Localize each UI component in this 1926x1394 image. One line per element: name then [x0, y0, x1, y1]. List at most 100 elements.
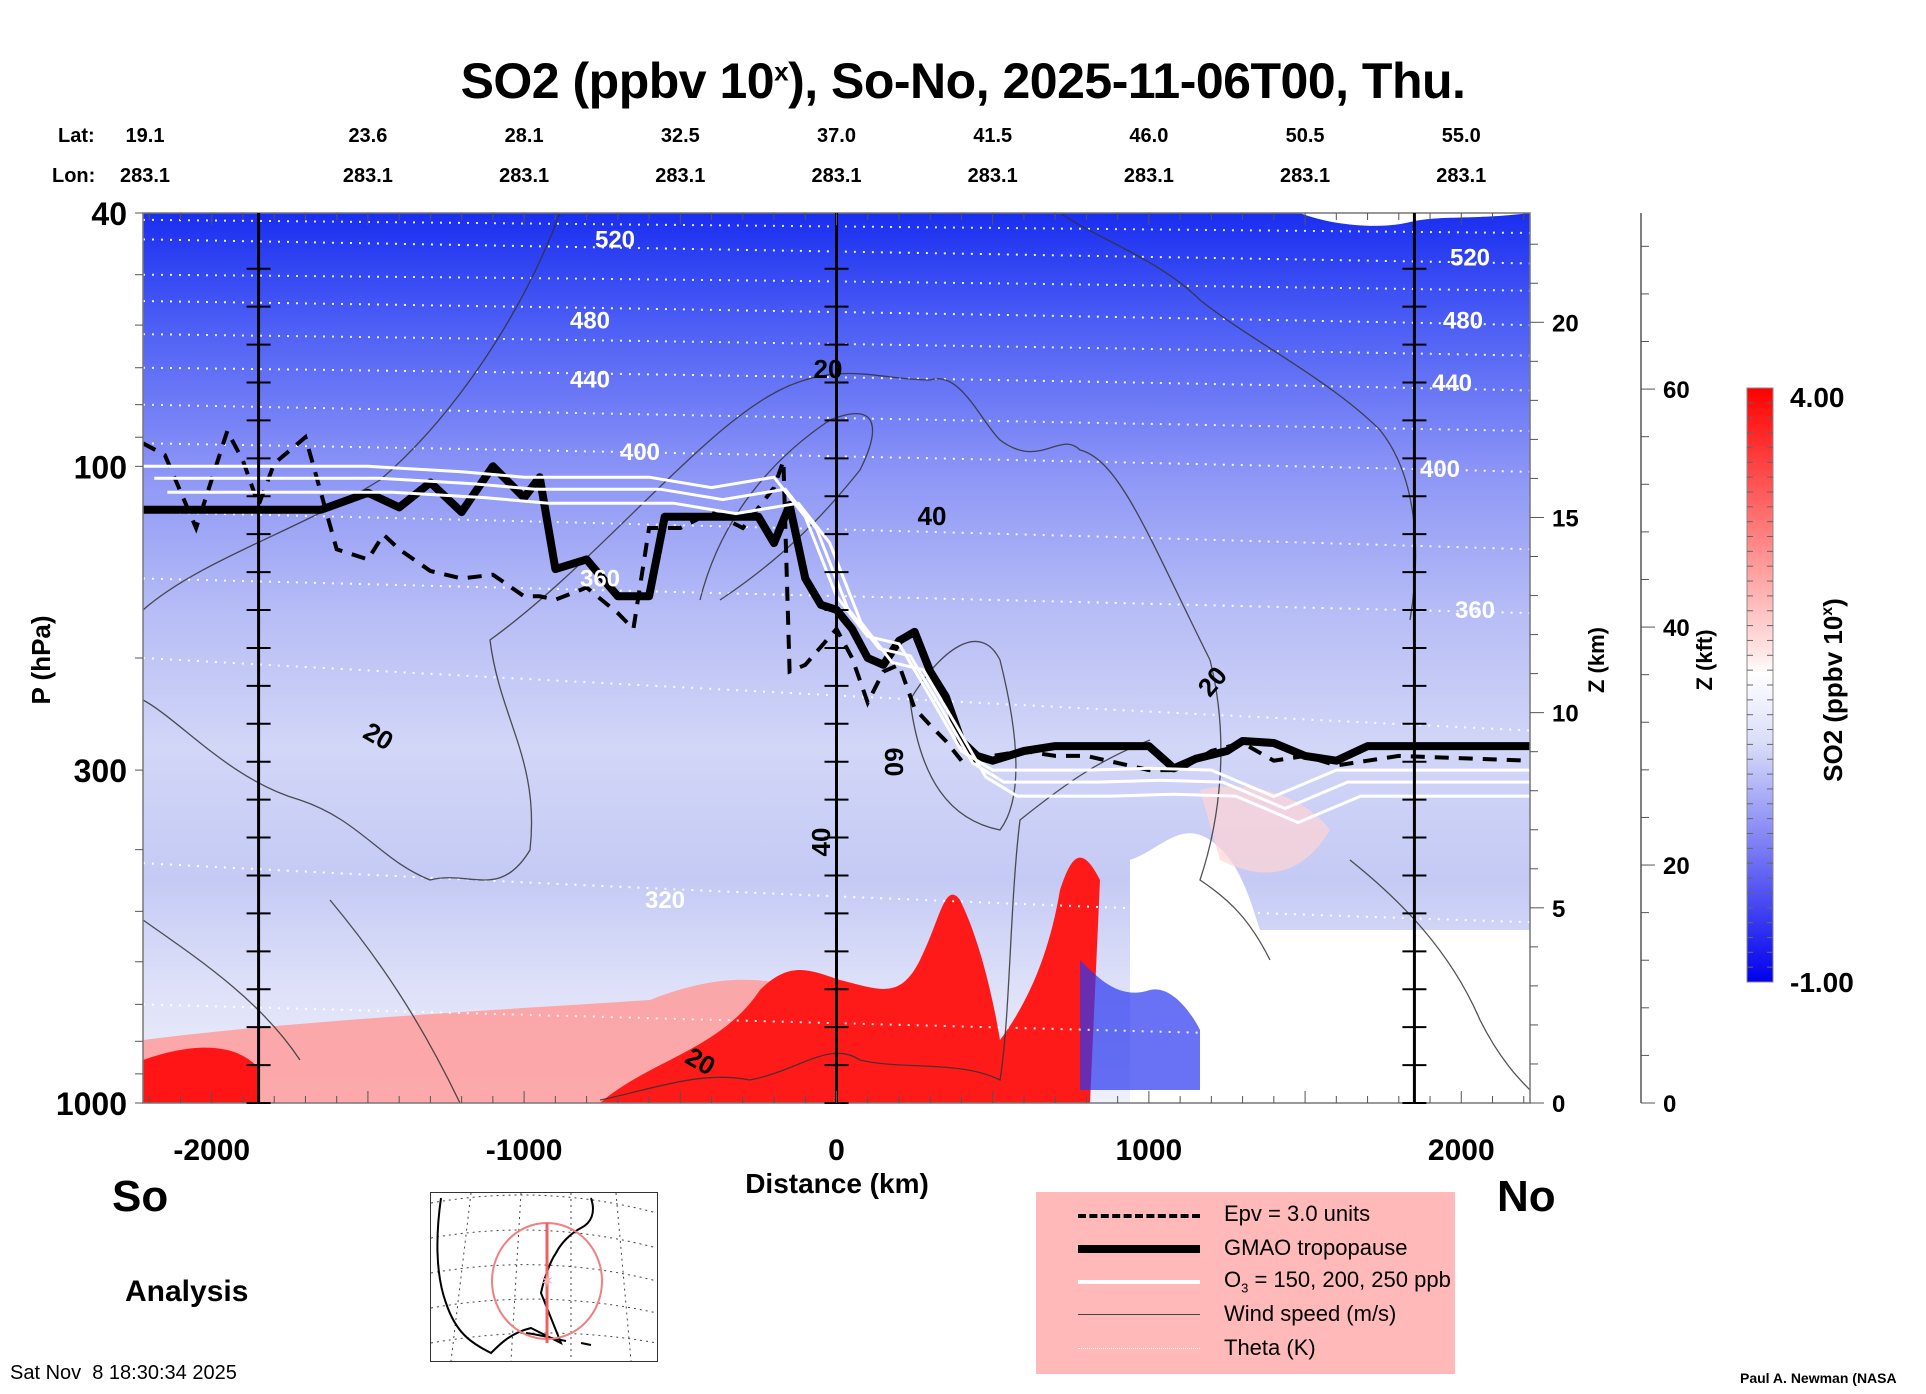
wind-contour — [143, 899, 461, 1103]
lon-value: 283.1 — [1123, 165, 1174, 187]
wind-contour — [1349, 859, 1530, 1091]
wind-contour-label: 40 — [806, 828, 836, 857]
lat-row-label: Lat: — [58, 125, 95, 147]
wind-contour — [599, 739, 1151, 1101]
theta-labels: 520 520 480 480 440 440 400 400 360 360 320 — [570, 226, 1495, 914]
map-center-star-icon: ✶ — [539, 1271, 554, 1291]
x-tick-label: 0 — [828, 1134, 845, 1167]
z-km-tick-label: 0 — [1552, 1091, 1565, 1118]
z-kft-axis-title: Z (kft) — [1692, 629, 1717, 690]
colorbar-min-label: -1.00 — [1790, 967, 1854, 998]
lat-value: 55.0 — [1441, 125, 1481, 147]
theta-label: 480 — [570, 307, 610, 334]
z-km-tick-label: 20 — [1552, 310, 1579, 337]
x-tick-label: 2000 — [1428, 1134, 1495, 1167]
lon-value: 283.1 — [655, 165, 706, 187]
tropopause-line — [143, 462, 1530, 773]
thin-line-icon — [1078, 1314, 1200, 1315]
wind-contour-label: 60 — [879, 748, 909, 777]
map-coastline — [436, 1197, 594, 1355]
theta-label: 320 — [645, 887, 685, 914]
x-tick-label: -1000 — [486, 1134, 563, 1167]
z-km-tick-label: 10 — [1552, 701, 1579, 728]
theta-label: 520 — [1450, 245, 1490, 272]
y-axis-title: P (hPa) — [26, 615, 56, 704]
lat-value: 32.5 — [660, 125, 700, 147]
dotted-line-icon — [1078, 1348, 1200, 1349]
ozone-line — [154, 476, 1530, 811]
z-km-tick-label: 15 — [1552, 505, 1579, 532]
so2-hotspot-south — [143, 1047, 260, 1103]
lon-value: 283.1 — [342, 165, 393, 187]
so2-plume — [600, 857, 1100, 1103]
x-tick-label: 1000 — [1116, 1134, 1183, 1167]
theta-label: 360 — [580, 565, 620, 592]
timestamp: Sat Nov 8 18:30:34 2025 — [10, 1362, 237, 1384]
legend: Epv = 3.0 units GMAO tropopause O3 = 150… — [1036, 1192, 1455, 1374]
y-tick-label: 1000 — [56, 1086, 127, 1122]
lon-row-label: Lon: — [52, 165, 96, 187]
z-km-axis: 0 5 10 15 20 — [1530, 243, 1579, 1118]
lat-value: 41.5 — [973, 125, 1013, 147]
y-tick-label: 300 — [74, 753, 127, 789]
legend-item-wind: Wind speed (m/s) — [1036, 1298, 1455, 1332]
geo-column-lines — [246, 213, 1427, 1104]
ozone-line — [167, 490, 1530, 825]
lon-value: 283.1 — [967, 165, 1018, 187]
colorbar-title: SO2 (ppbv 10x) — [1818, 598, 1848, 782]
theta-label: 440 — [1432, 370, 1472, 397]
x-axis: -2000 -1000 0 1000 2000 — [148, 213, 1525, 1167]
dashed-line-icon — [1078, 1214, 1200, 1218]
legend-item-tropopause: GMAO tropopause — [1036, 1232, 1455, 1266]
thick-line-icon — [1078, 1245, 1200, 1253]
theta-label: 400 — [620, 439, 660, 466]
map-graticule — [430, 1192, 658, 1362]
theta-label: 520 — [595, 226, 635, 253]
credit: Paul A. Newman (NASA — [1740, 1370, 1897, 1386]
wind-contour — [1199, 659, 1271, 961]
x-axis-title: Distance (km) — [745, 1168, 929, 1199]
lat-value: 28.1 — [504, 125, 544, 147]
title-text-rest: ), So-No, 2025-11-06T00, Thu. — [788, 53, 1466, 109]
theta-label: 360 — [1455, 597, 1495, 624]
so2-elevated-region — [1200, 786, 1330, 873]
south-label: So — [112, 1172, 169, 1221]
lon-value: 283.1 — [811, 165, 862, 187]
colorbar-max-label: 4.00 — [1790, 382, 1845, 413]
z-kft-tick-label: 0 — [1663, 1091, 1676, 1118]
so2-low-region — [1080, 960, 1200, 1090]
no-data-region — [1130, 833, 1530, 1103]
chart-title: SO2 (ppbv 10x), So-No, 2025-11-06T00, Th… — [0, 52, 1926, 110]
lat-value: 46.0 — [1129, 125, 1169, 147]
lat-value: 19.1 — [125, 125, 165, 147]
lat-value: 37.0 — [817, 125, 856, 147]
lat-value: 50.5 — [1285, 125, 1325, 147]
theta-label: 400 — [1420, 456, 1460, 483]
y-tick-label: 100 — [74, 449, 127, 485]
y-tick-label: 40 — [91, 196, 127, 232]
legend-item-theta: Theta (K) — [1036, 1332, 1455, 1366]
z-km-axis-title: Z (km) — [1584, 627, 1609, 693]
north-label: No — [1497, 1172, 1556, 1221]
locator-map: ✶ — [430, 1192, 658, 1362]
epv-line — [143, 425, 1530, 773]
title-text: SO2 (ppbv 10 — [460, 53, 775, 109]
white-line-icon — [1078, 1280, 1200, 1284]
lon-value: 283.1 — [1280, 165, 1331, 187]
x-tick-label: -2000 — [173, 1134, 250, 1167]
theta-label: 480 — [1443, 307, 1483, 334]
lon-value: 283.1 — [119, 165, 171, 187]
theta-label: 440 — [570, 366, 610, 393]
series-lines — [143, 425, 1530, 825]
lon-value: 283.1 — [1436, 165, 1487, 187]
z-kft-axis: 0 20 40 60 — [1640, 213, 1690, 1118]
colorbar-ticks — [1747, 402, 1773, 968]
title-superscript: x — [774, 56, 789, 87]
legend-item-epv: Epv = 3.0 units — [1036, 1198, 1455, 1232]
z-kft-tick-label: 60 — [1663, 377, 1690, 404]
lon-value: 283.1 — [499, 165, 550, 187]
wind-contour — [143, 372, 1211, 881]
z-kft-tick-label: 40 — [1663, 615, 1690, 642]
map-graphic: ✶ — [430, 1192, 658, 1362]
